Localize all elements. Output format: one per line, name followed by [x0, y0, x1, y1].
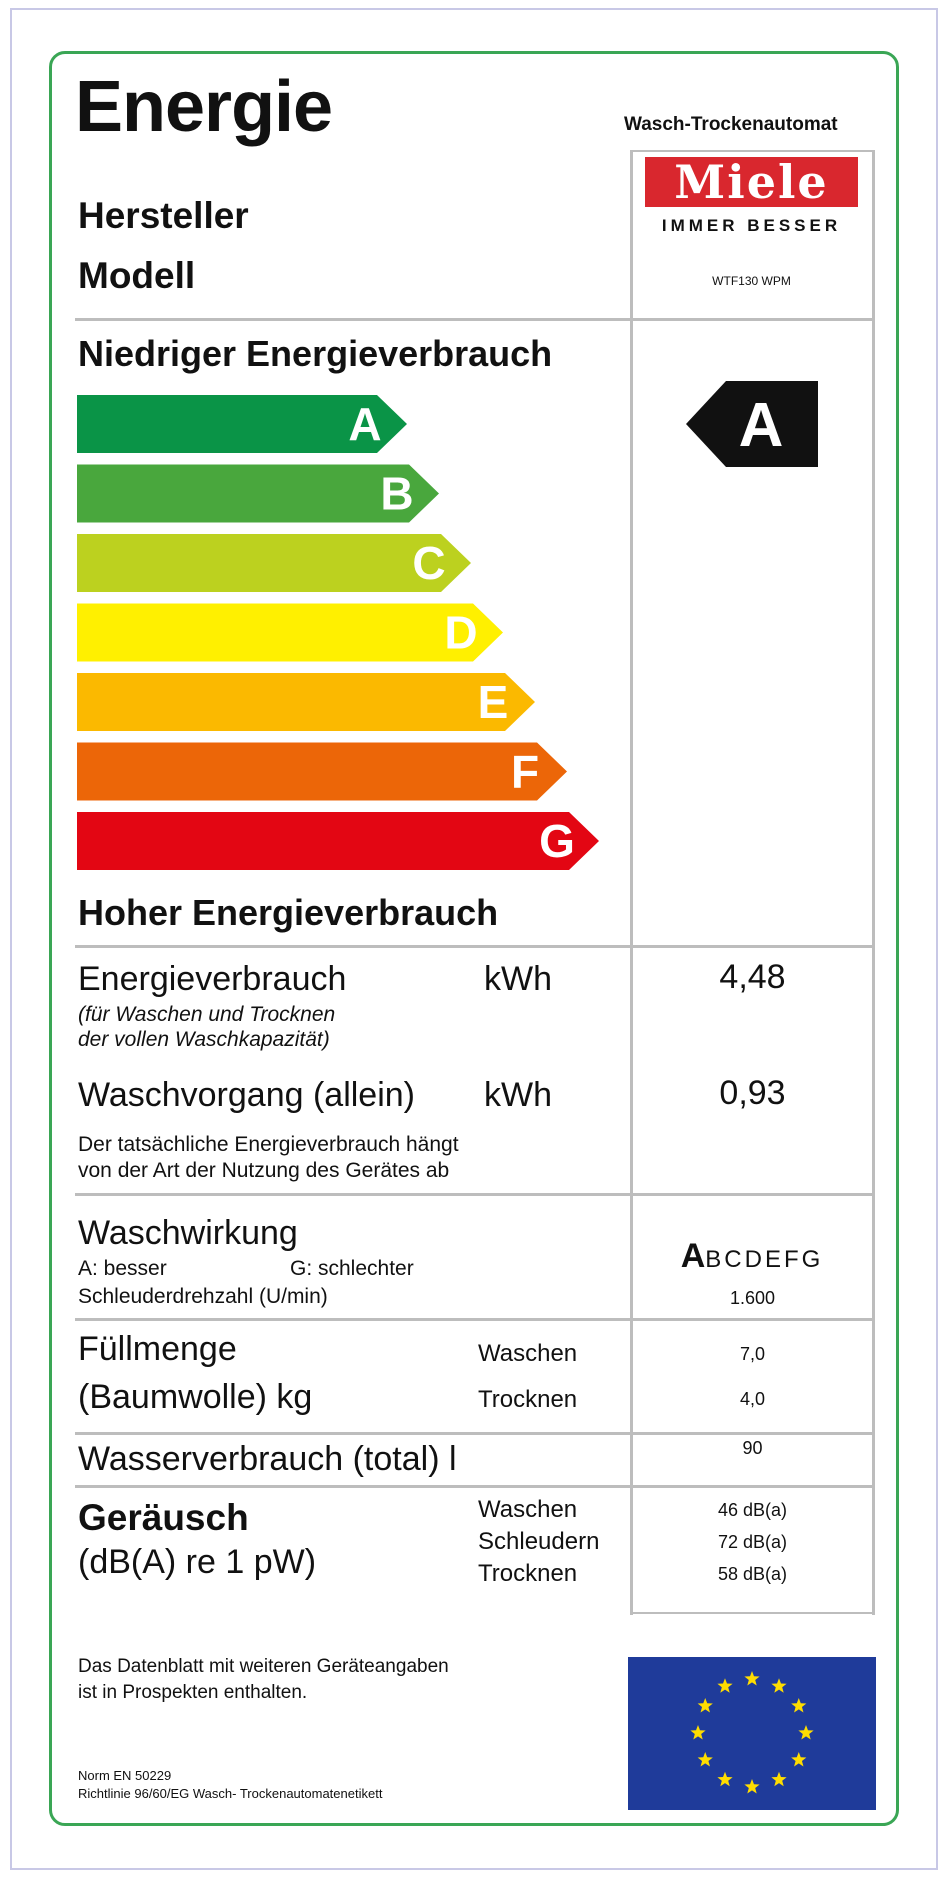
spin-speed-label: Schleuderdrehzahl (U/min): [78, 1285, 328, 1308]
energy-label: [49, 51, 899, 1826]
datasheet-line-1: Das Datenblatt mit weiteren Geräteangabe…: [78, 1656, 449, 1677]
eu-star-icon: [744, 1779, 760, 1794]
eu-star-icon: [798, 1725, 814, 1740]
class-letter-d: D: [444, 607, 477, 659]
eu-star-icon: [771, 1771, 787, 1787]
rating-arrow: A: [686, 381, 818, 467]
eu-star-icon: [697, 1698, 713, 1713]
rating-letter: A: [739, 391, 784, 460]
divider-scale: [75, 945, 875, 948]
class-arrow-d: D: [77, 603, 503, 662]
eu-star-icon: [771, 1678, 787, 1693]
noise-dry-label: Trocknen: [478, 1560, 578, 1587]
appliance-type: Wasch-Trockenautomat: [624, 114, 838, 135]
class-arrow-a: A: [77, 395, 407, 453]
right-column-edge: [872, 150, 875, 1615]
eu-star-icon: [697, 1752, 713, 1767]
water-label: Wasserverbrauch (total) l: [78, 1440, 457, 1478]
eu-flag-icon: [628, 1657, 876, 1810]
water-value: 90: [742, 1438, 763, 1458]
datasheet-line-2: ist in Prospekten enthalten.: [78, 1682, 308, 1703]
capacity-dry-value: 4,0: [739, 1389, 766, 1409]
noise-wash-value: 46 dB(a): [717, 1500, 788, 1520]
scale-bottom-label: Hoher Energieverbrauch: [78, 892, 499, 933]
wash-performance-scale-rest: BCDEFG: [705, 1246, 824, 1273]
wash-performance-scale: ABCDEFG: [628, 1237, 876, 1276]
class-arrow-f: F: [77, 742, 567, 801]
wash-energy-value: 0,93: [719, 1074, 786, 1112]
class-letter-e: E: [478, 676, 509, 728]
capacity-wash-value: 7,0: [739, 1344, 766, 1364]
energy-label-text: Energieverbrauch: [78, 960, 347, 998]
divider-wash-performance: [75, 1318, 875, 1321]
wash-energy-label: Waschvorgang (allein): [78, 1076, 415, 1114]
divider-header: [75, 318, 875, 321]
noise-spin-value: 72 dB(a): [717, 1532, 788, 1552]
right-column-divider: [630, 150, 633, 1615]
divider-energy: [75, 1193, 875, 1196]
capacity-label-1: Füllmenge: [78, 1330, 237, 1368]
right-column-top: [630, 150, 875, 152]
wash-performance-rating: A: [680, 1237, 706, 1275]
scale-top-label: Niedriger Energieverbrauch: [78, 333, 553, 374]
brand-slogan: IMMER BESSER: [661, 216, 842, 235]
class-letter-b: B: [380, 468, 413, 520]
eu-star-icon: [717, 1771, 733, 1787]
wash-performance-worse: G: schlechter: [290, 1257, 414, 1280]
energy-disclaimer-2: von der Art der Nutzung des Gerätes ab: [78, 1159, 450, 1182]
class-letter-a: A: [348, 398, 381, 450]
capacity-dry-label: Trocknen: [478, 1386, 578, 1413]
right-column-bottom: [630, 1612, 875, 1614]
eu-star-icon: [717, 1678, 733, 1693]
brand-logo: Miele: [645, 157, 858, 207]
eu-star-icon: [690, 1725, 706, 1740]
eu-stars: [690, 1671, 814, 1794]
spin-speed-value: 1.600: [729, 1288, 776, 1308]
eu-star-icon: [744, 1671, 760, 1686]
noise-label: Geräusch: [78, 1497, 249, 1538]
energy-value: 4,48: [719, 958, 786, 996]
eu-star-icon: [791, 1752, 807, 1767]
energy-note-2: der vollen Waschkapazität): [78, 1028, 330, 1051]
noise-dry-value: 58 dB(a): [717, 1564, 788, 1584]
wash-performance-label: Waschwirkung: [78, 1214, 298, 1252]
norm-reference: Norm EN 50229: [78, 1768, 172, 1783]
noise-wash-label: Waschen: [478, 1496, 578, 1523]
divider-water: [75, 1485, 875, 1488]
class-arrow-c: C: [77, 534, 471, 592]
noise-unit-label: (dB(A) re 1 pW): [78, 1543, 317, 1581]
divider-capacity: [75, 1432, 875, 1435]
energy-note-1: (für Waschen und Trocknen: [78, 1003, 336, 1026]
class-arrow-b: B: [77, 464, 439, 523]
wash-energy-unit: kWh: [484, 1076, 552, 1114]
manufacturer-label: Hersteller: [78, 195, 249, 236]
energy-disclaimer-1: Der tatsächliche Energieverbrauch hängt: [78, 1133, 459, 1156]
model-number: WTF130 WPM: [712, 274, 791, 288]
capacity-label-2: (Baumwolle) kg: [78, 1378, 313, 1416]
wash-performance-better: A: besser: [78, 1257, 167, 1280]
outer-frame: [10, 8, 938, 1870]
eu-star-icon: [791, 1698, 807, 1713]
directive-reference: Richtlinie 96/60/EG Wasch- Trockenautoma…: [78, 1786, 383, 1801]
class-letter-c: C: [412, 537, 445, 589]
class-arrow-g: G: [77, 812, 599, 870]
class-arrow-e: E: [77, 673, 535, 731]
capacity-wash-label: Waschen: [478, 1340, 578, 1367]
label-title: Energie: [75, 67, 333, 147]
energy-unit: kWh: [484, 960, 552, 998]
class-letter-f: F: [511, 746, 539, 798]
class-letter-g: G: [539, 815, 575, 867]
model-label: Modell: [78, 255, 196, 296]
noise-spin-label: Schleudern: [478, 1528, 600, 1555]
